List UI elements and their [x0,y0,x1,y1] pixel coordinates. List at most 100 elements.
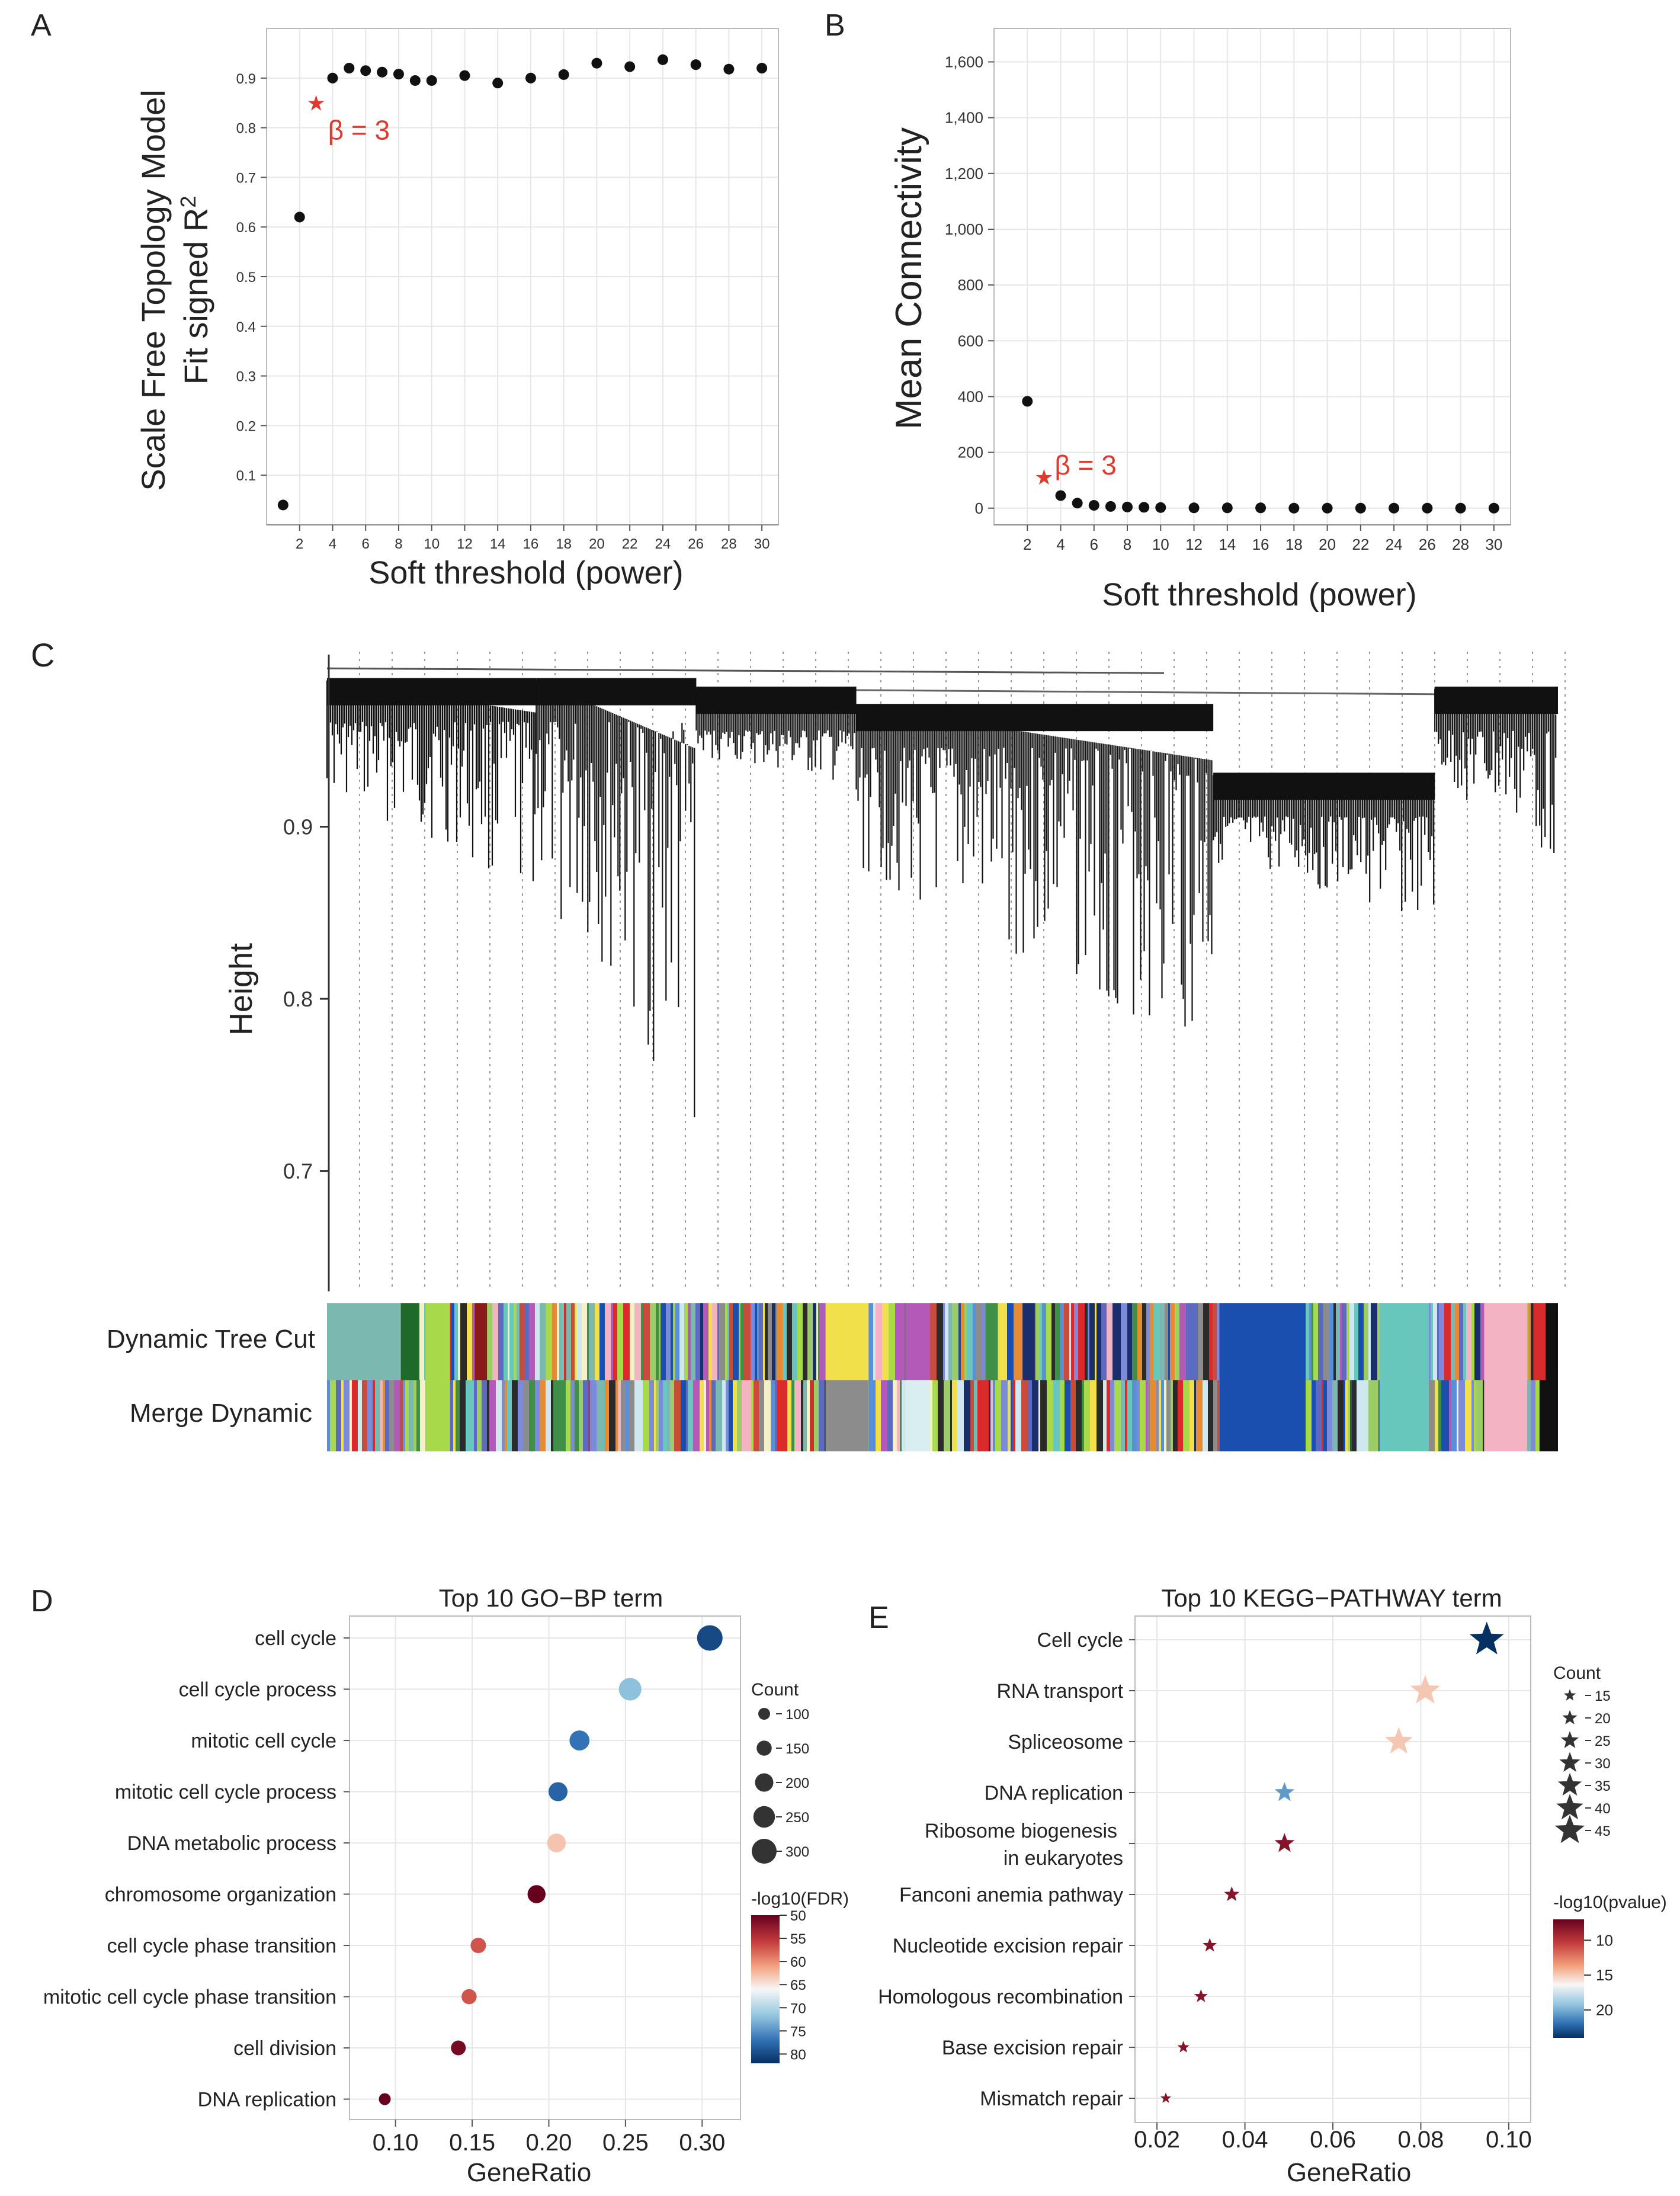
c-color-stripe [1121,1380,1125,1451]
c-color-stripe [695,1303,700,1380]
a-x-tick-label: 14 [490,536,506,552]
c-color-stripe [1084,1380,1090,1451]
e-x-tick-label: 0.04 [1222,2127,1268,2153]
c-color-stripe [1349,1303,1354,1380]
a-y-axis-title-line1: Scale Free Topology Model [134,89,172,491]
a-data-point [591,57,602,69]
c-color-stripe [327,1380,330,1451]
c-color-stripe [670,1380,674,1451]
e-data-star [1194,1989,1208,2002]
c-color-stripe [813,1303,816,1380]
c-color-stripe [1333,1303,1336,1380]
c-color-stripe [688,1303,691,1380]
e-colorbar [1553,1919,1584,2038]
c-color-stripe [1213,1303,1217,1380]
c-color-stripe [477,1380,482,1451]
c-color-stripe [902,1380,908,1451]
d-size-legend-label: 100 [786,1707,809,1723]
c-color-stripe [1146,1303,1150,1380]
c-color-stripe [1051,1303,1055,1380]
c-color-block [825,1303,869,1380]
a-data-point [723,63,735,75]
a-data-point [409,75,421,86]
c-color-stripe [819,1380,825,1451]
c-color-stripe [341,1380,344,1451]
c-color-stripe [882,1303,889,1380]
e-size-legend-title: Count [1553,1663,1601,1683]
c-color-stripe [1465,1380,1470,1451]
c-color-stripe [1176,1303,1179,1380]
c-color-stripe [605,1380,609,1451]
c-color-stripe [659,1303,661,1380]
b-x-tick-label: 22 [1352,536,1369,553]
c-dendro-cluster [855,706,1213,1027]
c-color-stripe [1001,1303,1007,1380]
c-color-stripe [930,1303,937,1380]
c-color-stripe [358,1380,362,1451]
c-color-stripe [394,1380,400,1451]
c-color-stripe [1001,1380,1008,1451]
c-color-stripe [900,1380,902,1451]
b-data-point [1422,502,1433,514]
d-category-label: mitotic cell cycle process [115,1781,336,1804]
c-color-stripe [1357,1380,1362,1451]
c-color-stripe [540,1380,546,1451]
c-color-stripe [649,1380,654,1451]
d-data-point [527,1885,546,1903]
c-color-stripe [952,1303,958,1380]
c-color-stripe [1217,1380,1219,1451]
a-highlight-star: ★ [306,91,325,116]
c-color-stripe [605,1303,608,1380]
c-row-label-dynamic: Dynamic Tree Cut [107,1325,315,1354]
c-color-stripe [1466,1303,1471,1380]
c-color-stripe [1046,1303,1051,1380]
e-category-label: in eukaryotes [1003,1847,1123,1870]
c-color-stripe [1040,1303,1042,1380]
c-color-stripe [409,1380,413,1451]
d-data-point [618,1678,642,1701]
c-dendro-cluster-cap [696,687,857,714]
b-x-tick-label: 16 [1252,536,1269,553]
c-color-stripe [1444,1303,1451,1380]
c-color-stripe [667,1380,670,1451]
c-color-stripe [1480,1303,1487,1380]
c-color-stripe [709,1380,711,1451]
c-color-stripe [1082,1380,1084,1451]
b-gridlines [994,28,1511,525]
a-highlight-label: β = 3 [328,115,390,146]
c-color-block [1379,1303,1429,1380]
c-color-stripe [990,1380,993,1451]
c-color-stripe [943,1303,945,1380]
d-size-legend-dot [752,1839,777,1864]
a-x-tick-label: 2 [296,536,303,552]
c-color-stripe [989,1380,990,1451]
c-color-stripe [712,1303,717,1380]
c-color-stripe [1132,1303,1137,1380]
b-highlight-star: ★ [1034,465,1053,489]
c-color-stripe [982,1303,986,1380]
c-color-stripe [560,1380,566,1451]
b-x-tick-label: 4 [1056,536,1065,553]
c-color-stripe [575,1303,576,1380]
c-color-stripe [759,1303,763,1380]
c-color-stripe [498,1303,504,1380]
c-color-stripe [453,1380,456,1451]
c-color-stripe [1137,1380,1140,1451]
c-color-stripe [529,1303,535,1380]
b-x-axis-title: Soft threshold (power) [1102,577,1416,613]
c-color-stripe [1358,1303,1364,1380]
c-color-stripe [553,1380,560,1451]
c-color-stripe [608,1303,611,1380]
d-data-point [379,2093,391,2105]
a-x-tick-label: 6 [362,536,370,552]
b-x-tick-label: 6 [1090,536,1098,553]
c-color-stripe [1028,1380,1032,1451]
c-color-stripe [1458,1380,1465,1451]
c-color-stripe [792,1303,797,1380]
c-color-stripe [350,1380,352,1451]
c-color-stripe [757,1303,759,1380]
d-size-legend-label: 300 [786,1844,809,1860]
c-color-stripe [654,1380,656,1451]
c-color-stripe [1344,1380,1345,1451]
c-color-stripe [1114,1380,1121,1451]
